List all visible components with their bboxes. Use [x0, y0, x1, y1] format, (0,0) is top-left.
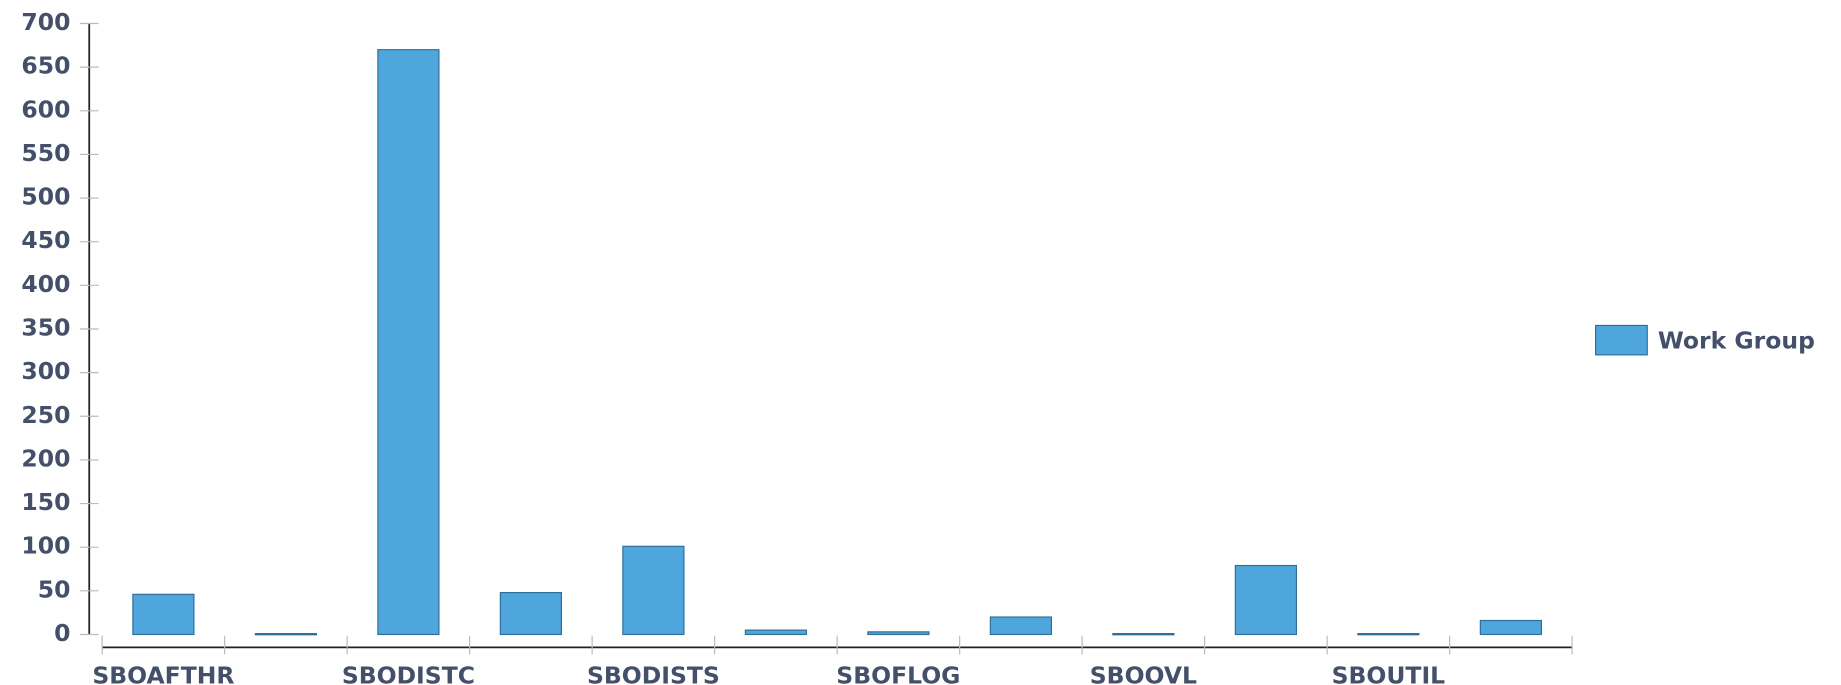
- bar: [1357, 633, 1420, 636]
- y-tick-label: 650: [21, 52, 70, 80]
- x-tick-label: SBOFLOG: [836, 661, 960, 685]
- legend-label: Work Group: [1658, 326, 1815, 354]
- x-tick-label: SBODISTS: [587, 661, 720, 685]
- bar: [622, 545, 685, 636]
- y-tick-label: 500: [21, 183, 70, 211]
- y-tick-label: 250: [21, 401, 70, 429]
- x-tick-label: SBODISTC: [342, 661, 475, 685]
- y-tick-label: 100: [21, 532, 70, 560]
- bar: [254, 633, 318, 636]
- legend-swatch: [1595, 324, 1648, 356]
- y-tick-label: 50: [38, 575, 71, 603]
- bar: [744, 629, 808, 636]
- y-tick-label: 200: [21, 444, 70, 472]
- y-tick-label: 600: [21, 95, 70, 123]
- bar: [377, 49, 440, 636]
- bar: [1479, 619, 1542, 636]
- y-tick-label: 550: [21, 139, 70, 167]
- y-tick-label: 300: [21, 357, 70, 385]
- y-tick-label: 0: [54, 619, 70, 647]
- x-tick-label: SBOOVL: [1090, 661, 1197, 685]
- y-tick-label: 350: [21, 313, 70, 341]
- x-tick-label: SBOAFTHR: [92, 661, 234, 685]
- y-tick-label: 400: [21, 270, 70, 298]
- bar: [1234, 564, 1297, 636]
- y-tick-label: 700: [21, 8, 70, 36]
- bar: [1112, 633, 1175, 636]
- y-tick-label: 450: [21, 226, 70, 254]
- bar: [989, 616, 1052, 636]
- bar: [499, 591, 563, 636]
- bar: [132, 593, 195, 636]
- y-tick-label: 150: [21, 488, 70, 516]
- x-tick-label: SBOUTIL: [1332, 661, 1446, 685]
- bar: [867, 631, 930, 636]
